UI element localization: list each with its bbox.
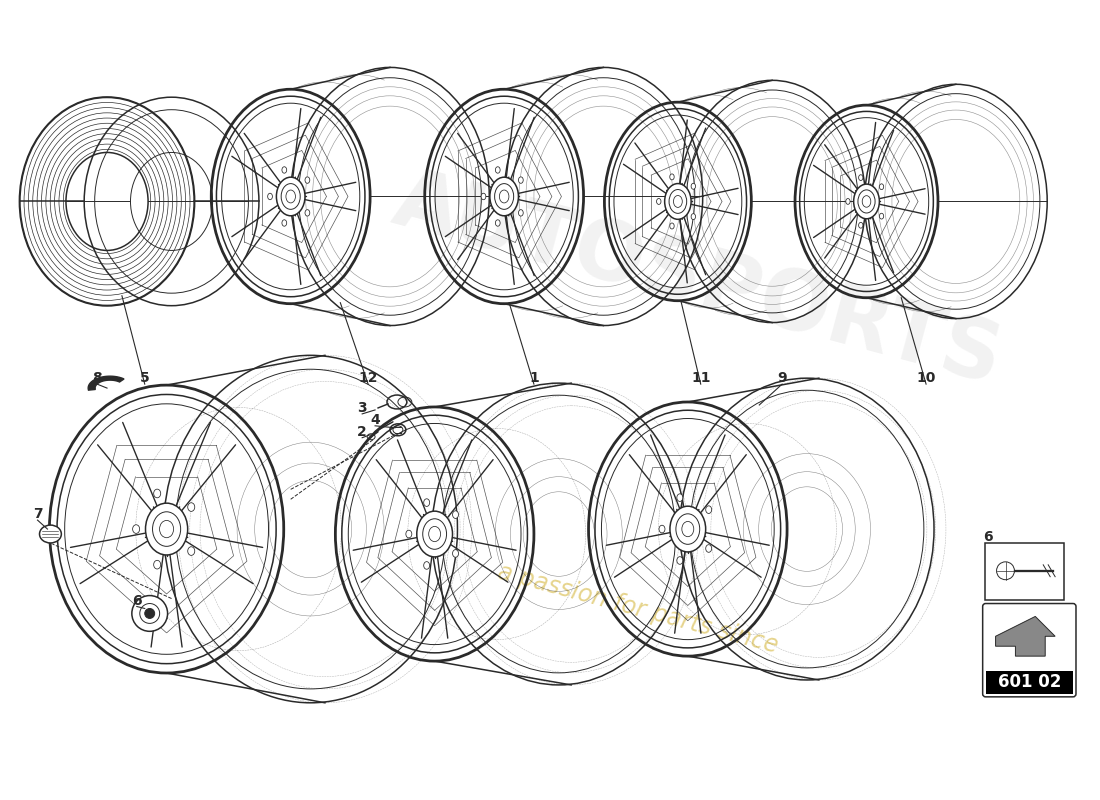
Text: 8: 8	[92, 371, 102, 385]
Text: 2: 2	[358, 425, 367, 438]
Ellipse shape	[417, 511, 452, 557]
Ellipse shape	[305, 210, 310, 216]
Text: 1: 1	[529, 371, 539, 385]
Text: 10: 10	[916, 371, 936, 385]
Ellipse shape	[481, 194, 486, 200]
Text: 6: 6	[132, 594, 142, 607]
Ellipse shape	[676, 494, 683, 502]
Text: 5: 5	[140, 371, 150, 385]
Ellipse shape	[846, 198, 850, 204]
Ellipse shape	[424, 498, 430, 506]
Ellipse shape	[145, 609, 155, 618]
Ellipse shape	[859, 222, 862, 228]
Text: 6: 6	[982, 530, 992, 544]
Ellipse shape	[659, 526, 666, 533]
Text: AUTOSPORTS: AUTOSPORTS	[385, 161, 1011, 401]
Text: 601 02: 601 02	[998, 673, 1062, 691]
Ellipse shape	[879, 214, 883, 219]
Text: 7: 7	[33, 507, 42, 521]
Ellipse shape	[490, 177, 518, 216]
Ellipse shape	[691, 214, 695, 219]
Ellipse shape	[495, 166, 500, 173]
Ellipse shape	[154, 489, 161, 498]
Ellipse shape	[40, 525, 62, 543]
Ellipse shape	[305, 177, 310, 183]
Text: 3: 3	[358, 401, 367, 415]
Ellipse shape	[282, 220, 287, 226]
Ellipse shape	[452, 510, 459, 518]
Polygon shape	[88, 376, 124, 390]
Ellipse shape	[997, 562, 1014, 580]
Ellipse shape	[670, 506, 706, 552]
Ellipse shape	[188, 502, 195, 511]
Ellipse shape	[706, 506, 712, 514]
Text: 12: 12	[359, 371, 378, 385]
Ellipse shape	[276, 177, 305, 216]
Ellipse shape	[154, 560, 161, 569]
Ellipse shape	[664, 183, 691, 219]
Ellipse shape	[518, 177, 524, 183]
Ellipse shape	[854, 184, 879, 218]
Ellipse shape	[132, 595, 167, 631]
Ellipse shape	[188, 546, 195, 555]
Polygon shape	[996, 617, 1055, 656]
Ellipse shape	[145, 503, 188, 555]
Ellipse shape	[452, 550, 459, 558]
Ellipse shape	[518, 210, 524, 216]
Ellipse shape	[140, 603, 159, 623]
Ellipse shape	[267, 194, 273, 200]
Ellipse shape	[282, 166, 287, 173]
Ellipse shape	[859, 174, 862, 181]
Ellipse shape	[879, 184, 883, 190]
Ellipse shape	[495, 220, 500, 226]
Text: 11: 11	[691, 371, 711, 385]
Ellipse shape	[670, 223, 674, 229]
Text: 4: 4	[371, 413, 380, 427]
Ellipse shape	[657, 198, 661, 205]
Ellipse shape	[406, 530, 411, 538]
Bar	[986, 671, 1072, 694]
Ellipse shape	[691, 183, 695, 190]
Text: 9: 9	[778, 371, 786, 385]
Ellipse shape	[133, 525, 140, 534]
Ellipse shape	[670, 174, 674, 180]
Ellipse shape	[424, 562, 430, 570]
Ellipse shape	[706, 545, 712, 552]
Text: a passion for parts since: a passion for parts since	[495, 559, 781, 658]
Ellipse shape	[676, 557, 683, 564]
